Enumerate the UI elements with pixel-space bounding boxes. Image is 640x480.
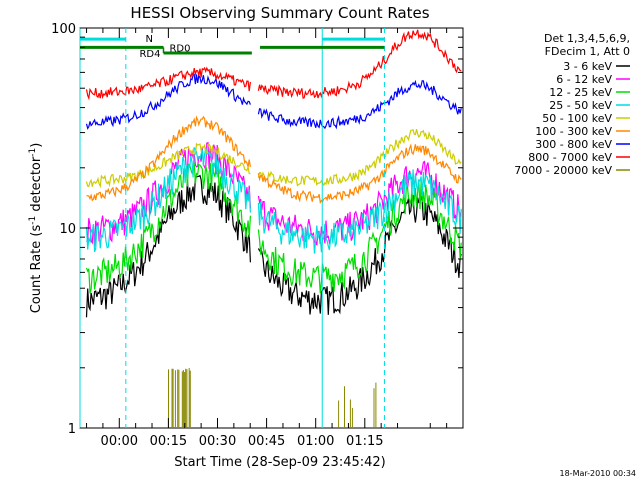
overlay-layer: N RD4 RD0 (79, 28, 385, 428)
series-layer (85, 29, 462, 428)
x-tick-label: 00:30 (199, 434, 236, 449)
legend-header-1: FDecim 1, Att 0 (545, 45, 630, 58)
x-tick-label: 00:15 (150, 434, 187, 449)
series-line-5 (86, 115, 462, 205)
plot-frame (79, 27, 464, 429)
night-label: N (145, 34, 152, 45)
legend-label-1: 6 - 12 keV (556, 73, 612, 86)
y-axis-label: Count Rate (s-1 detector-1) (28, 143, 44, 314)
x-tick-label: 00:00 (101, 434, 138, 449)
legend-header-0: Det 1,3,4,5,6,9, (544, 32, 630, 45)
legend-label-3: 25 - 50 keV (549, 99, 612, 112)
x-tick-label: 00:45 (248, 434, 285, 449)
series-line-4 (85, 129, 462, 189)
chart-title: HESSI Observing Summary Count Rates (130, 4, 429, 22)
legend: Det 1,3,4,5,6,9,FDecim 1, Att 0 3 - 6 keV… (514, 32, 630, 177)
x-tick-label: 01:00 (297, 434, 334, 449)
attenuator-label-2: RD0 (169, 43, 190, 54)
series-line-3 (85, 146, 462, 254)
x-tick-label: 01:15 (346, 434, 383, 449)
y-label-sup1: -1 (28, 216, 38, 225)
attenuator-label-1: RD4 (139, 49, 160, 60)
y-label-mid: detector (29, 156, 44, 216)
series-line-8 (168, 368, 377, 428)
y-tick-label: 100 (51, 22, 76, 37)
legend-label-5: 100 - 300 keV (535, 125, 612, 138)
legend-label-4: 50 - 100 keV (542, 112, 612, 125)
legend-label-8: 7000 - 20000 keV (514, 164, 612, 177)
legend-label-0: 3 - 6 keV (563, 60, 612, 73)
tick-layer: 00:00 00:15 00:30 00:45 01:00 01:15 1 10 100 (51, 22, 463, 449)
legend-label-2: 12 - 25 keV (549, 86, 612, 99)
footer-date: 18-Mar-2010 00:34 (560, 469, 637, 478)
legend-label-7: 800 - 7000 keV (528, 151, 612, 164)
y-label-end: ) (29, 143, 44, 148)
y-tick-label: 1 (68, 422, 76, 437)
series-line-1 (86, 141, 462, 247)
y-label-main: Count Rate (s (29, 225, 44, 314)
series-line-6 (85, 73, 462, 130)
legend-label-6: 300 - 800 keV (535, 138, 612, 151)
x-axis-label: Start Time (28-Sep-09 23:45:42) (174, 455, 385, 470)
y-label-sup2: -1 (28, 148, 38, 157)
series-line-7 (85, 29, 462, 101)
y-tick-label: 10 (59, 222, 76, 237)
